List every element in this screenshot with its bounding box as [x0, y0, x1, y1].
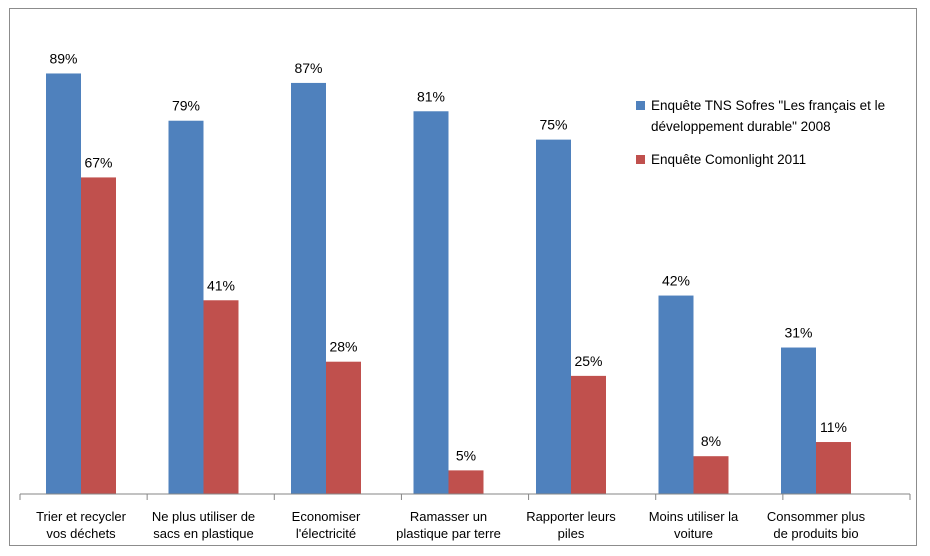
data-label-series1-7: 31% [784, 325, 812, 341]
data-label-series1-6: 42% [662, 273, 690, 289]
bar-series2-2 [203, 300, 239, 494]
bar-series2-4 [448, 470, 484, 494]
data-label-series1-3: 87% [294, 60, 322, 76]
bar-series1-5 [536, 139, 571, 494]
bar-series1-1 [46, 73, 81, 494]
data-label-series2-1: 67% [84, 154, 112, 170]
legend-swatch-2 [636, 155, 645, 164]
bar-series2-1 [81, 177, 116, 495]
bar-series1-2 [168, 120, 204, 494]
x-tick-label-5: Rapporter leurs piles [526, 509, 616, 541]
legend: Enquête TNS Sofres "Les français et le dé… [636, 98, 885, 167]
data-label-series1-1: 89% [49, 50, 77, 66]
data-label-series2-4: 5% [456, 447, 476, 463]
legend-label-1: Enquête TNS Sofres "Les français et le dé… [651, 98, 885, 134]
data-label-series1-4: 81% [417, 88, 445, 104]
bar-series1-6 [658, 295, 694, 494]
x-tick-label-4: Ramasser un plastique par terre [396, 509, 501, 541]
chart-frame [9, 8, 917, 546]
data-label-series2-3: 28% [329, 339, 357, 355]
bar-series1-7 [781, 347, 816, 494]
bar-series2-7 [816, 442, 851, 494]
bar-series1-3 [291, 82, 326, 495]
bar-series2-3 [326, 361, 361, 494]
bar-series2-6 [693, 456, 729, 494]
x-tick-label-3: Economiser l'électricité [292, 509, 361, 541]
data-label-series2-7: 11% [820, 419, 847, 435]
legend-label-2: Enquête Comonlight 2011 [651, 152, 806, 167]
data-label-series2-5: 25% [574, 353, 602, 369]
x-tick-label-2: Ne plus utiliser de sacs en plastique [152, 509, 255, 541]
x-tick-label-7: Consommer plus de produits bio [767, 509, 866, 541]
legend-swatch-1 [636, 101, 645, 110]
plot-area: 89% 67% 79% 41% 87% 28% 81% 5% 75% 25% 42% 8% 31% 11%… [19, 50, 911, 541]
data-label-series1-5: 75% [539, 117, 567, 133]
bar-series2-5 [571, 375, 606, 494]
bar-series1-4 [413, 111, 449, 495]
x-tick-label-6: Moins utiliser la voiture [649, 509, 739, 541]
data-label-series2-6: 8% [701, 433, 721, 449]
data-label-series2-2: 41% [207, 277, 235, 293]
x-tick-label-1: Trier et recycler vos déchets [36, 509, 126, 541]
data-label-series1-2: 79% [172, 98, 200, 114]
